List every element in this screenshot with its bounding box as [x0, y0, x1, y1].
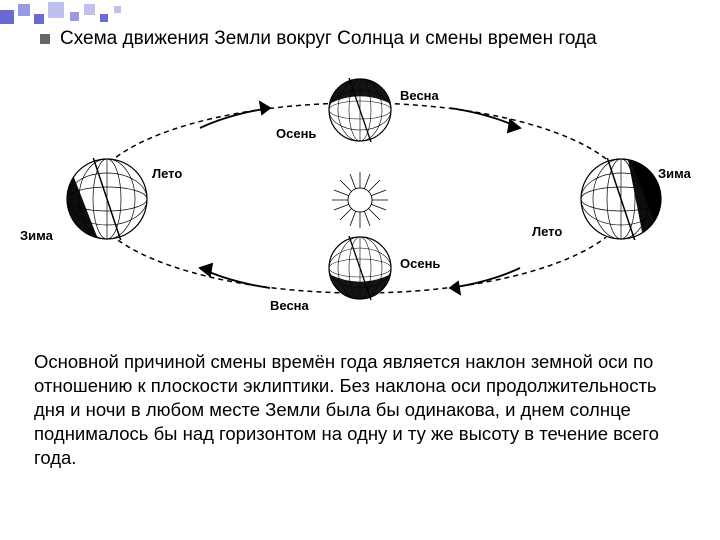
- globe-top: [328, 78, 392, 142]
- corner-decoration: [0, 0, 200, 30]
- label-right-summer: Лето: [532, 224, 562, 239]
- diagram-title: Схема движения Земли вокруг Солнца и сме…: [40, 28, 680, 50]
- label-bot-spring: Весна: [270, 298, 309, 313]
- label-top-spring: Весна: [400, 88, 439, 103]
- globe-bottom: [328, 236, 392, 300]
- globe-right: [580, 158, 662, 240]
- globe-left: [66, 158, 148, 240]
- label-top-autumn: Осень: [276, 126, 316, 141]
- body-text: Основной причиной смены времён года явля…: [34, 350, 686, 470]
- label-left-summer: Лето: [152, 166, 182, 181]
- label-bot-autumn: Осень: [400, 256, 440, 271]
- label-left-winter: Зима: [20, 228, 53, 243]
- orbit-diagram: Весна Осень Лето Зима Лето Зима Осень Ве…: [0, 68, 720, 328]
- label-right-winter: Зима: [658, 166, 691, 181]
- sun-icon: [330, 170, 390, 230]
